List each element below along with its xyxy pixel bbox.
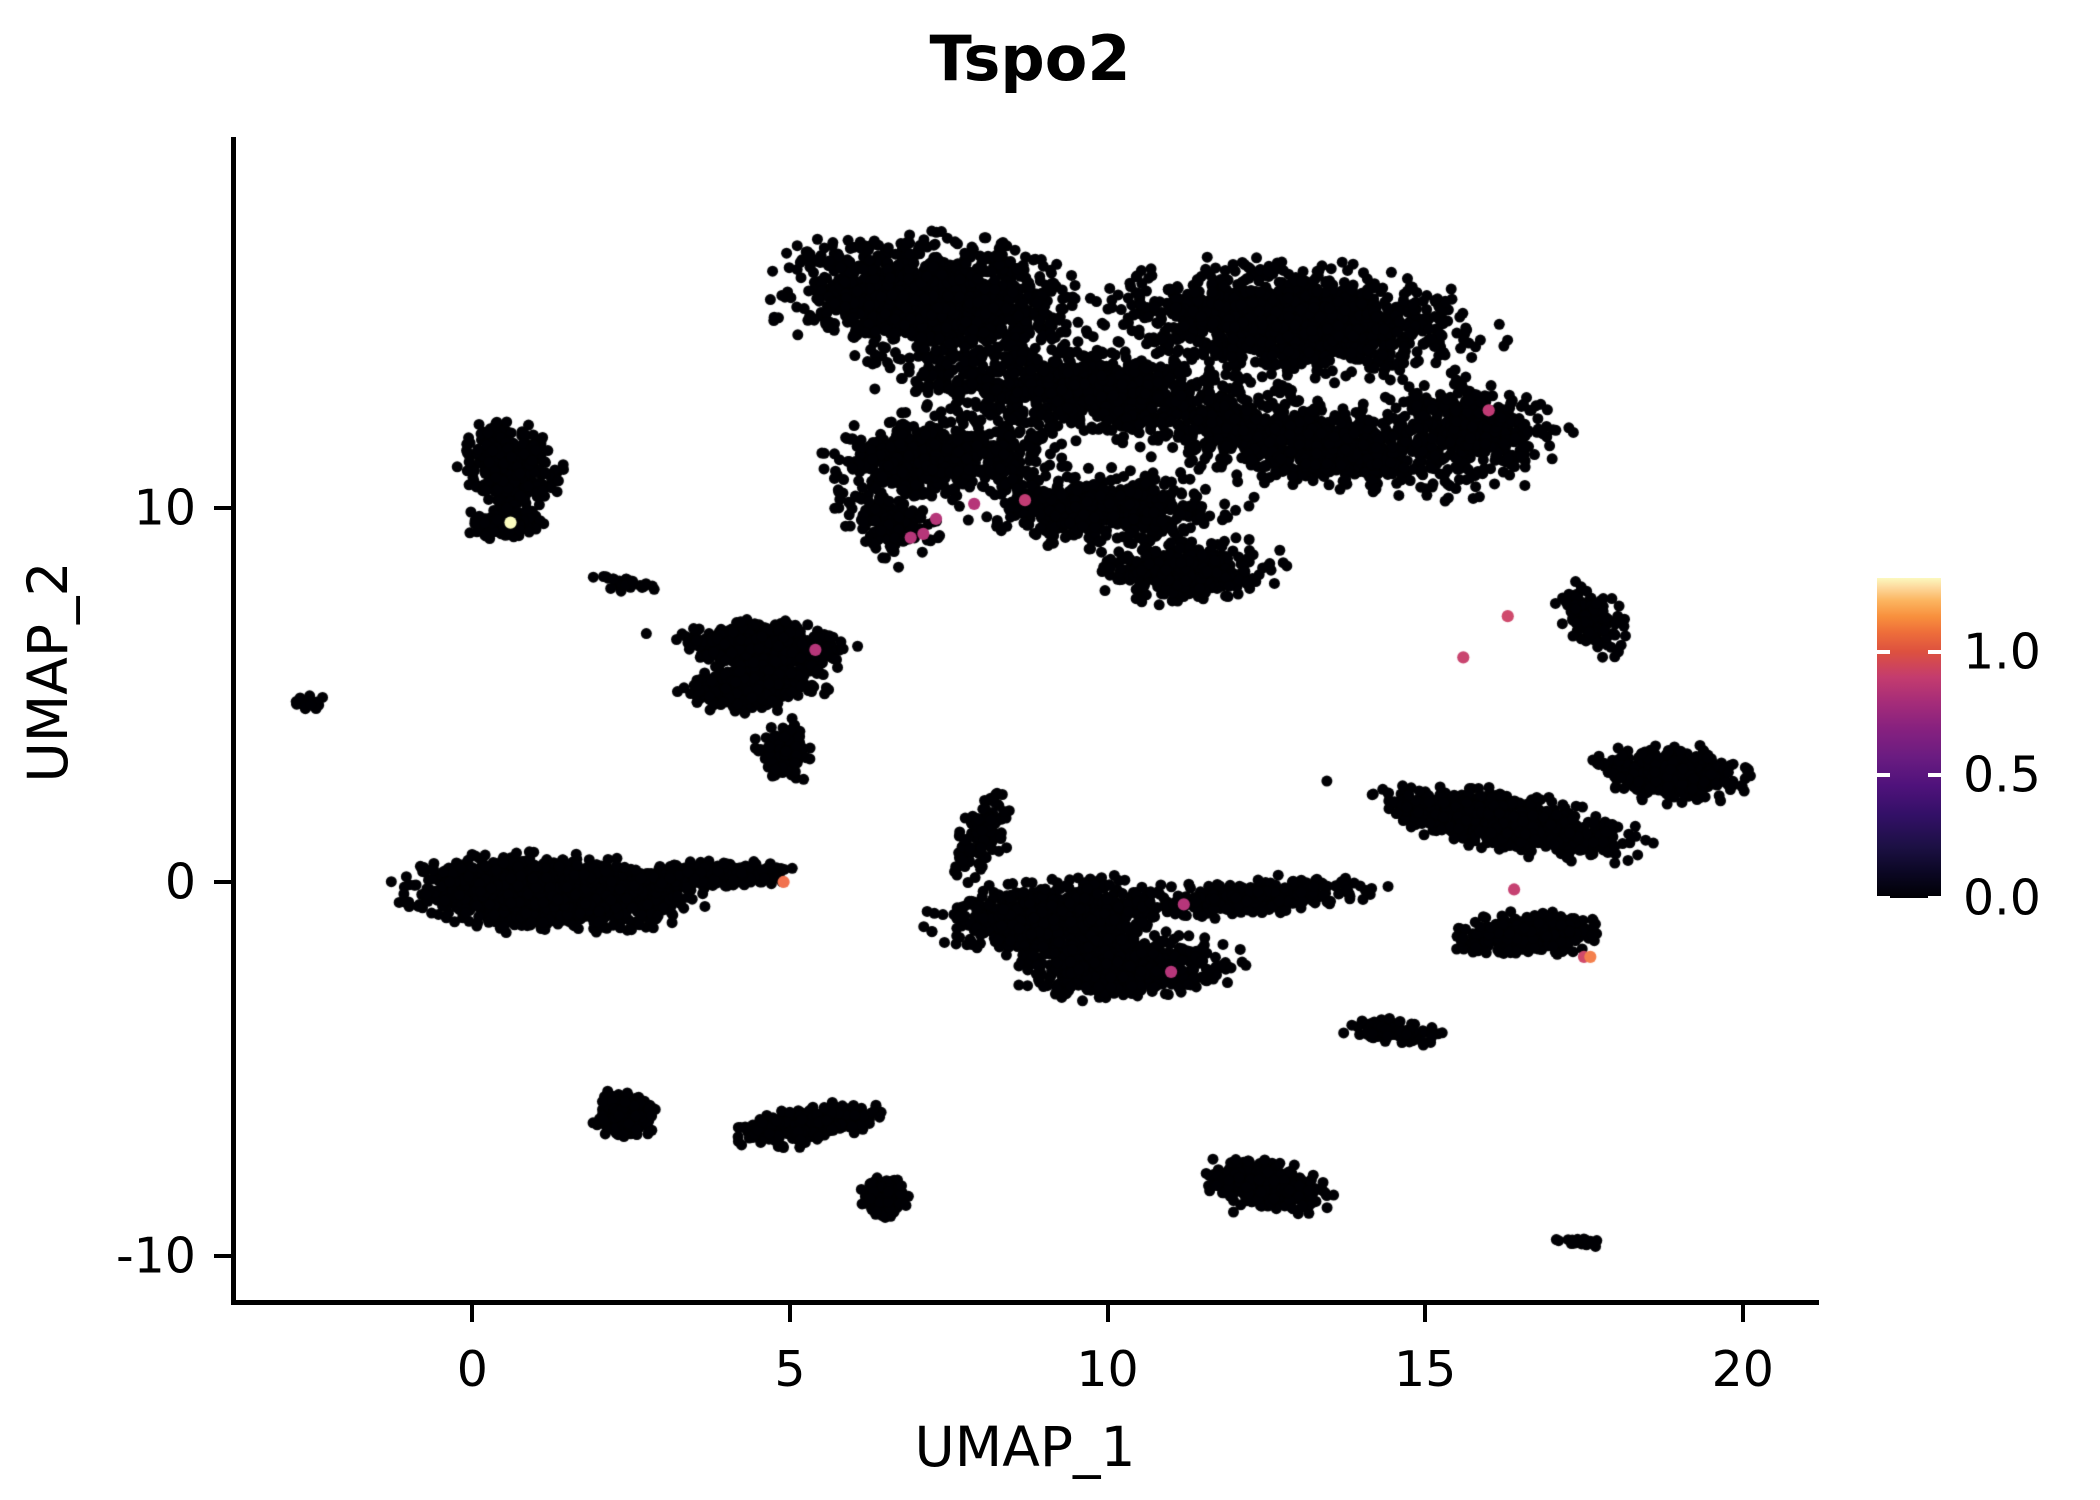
colorbar-tick-mark [1877, 772, 1890, 777]
page-title: Tspo2 [929, 22, 1131, 95]
y-tick-label: 10 [133, 479, 196, 537]
y-axis-label: UMAP_2 [16, 561, 80, 783]
x-tick-mark [787, 1305, 792, 1322]
x-tick-mark [1740, 1305, 1745, 1322]
colorbar-tick-label: 0.5 [1963, 746, 2041, 804]
colorbar-gradient [1877, 578, 1941, 898]
x-tick-label: 5 [774, 1341, 806, 1398]
y-tick-label: -10 [115, 1227, 196, 1285]
x-tick-label: 15 [1393, 1341, 1457, 1398]
colorbar-tick-mark [1877, 649, 1890, 654]
scatter-plot-canvas [231, 137, 1819, 1305]
colorbar-tick-mark [1928, 649, 1941, 654]
x-tick-mark [1423, 1305, 1428, 1322]
colorbar-tick-label: 1.0 [1963, 623, 2041, 681]
colorbar-tick-mark [1928, 896, 1941, 900]
y-tick-mark [214, 505, 231, 510]
colorbar-tick-mark [1877, 896, 1890, 900]
colorbar-tick-label: 0.0 [1963, 869, 2041, 927]
x-tick-mark [1105, 1305, 1110, 1322]
y-tick-mark [214, 1254, 231, 1259]
x-tick-label: 20 [1711, 1341, 1774, 1398]
x-tick-mark [470, 1305, 475, 1322]
x-tick-label: 0 [456, 1341, 488, 1398]
y-tick-mark [214, 879, 231, 884]
x-axis-label: UMAP_1 [914, 1415, 1136, 1479]
x-tick-label: 10 [1076, 1341, 1139, 1398]
plot-axes: 0 5 10 15 20 -10 0 10 [116, 137, 1819, 1398]
colorbar-tick-mark [1928, 772, 1941, 777]
y-tick-label: 0 [164, 853, 196, 911]
